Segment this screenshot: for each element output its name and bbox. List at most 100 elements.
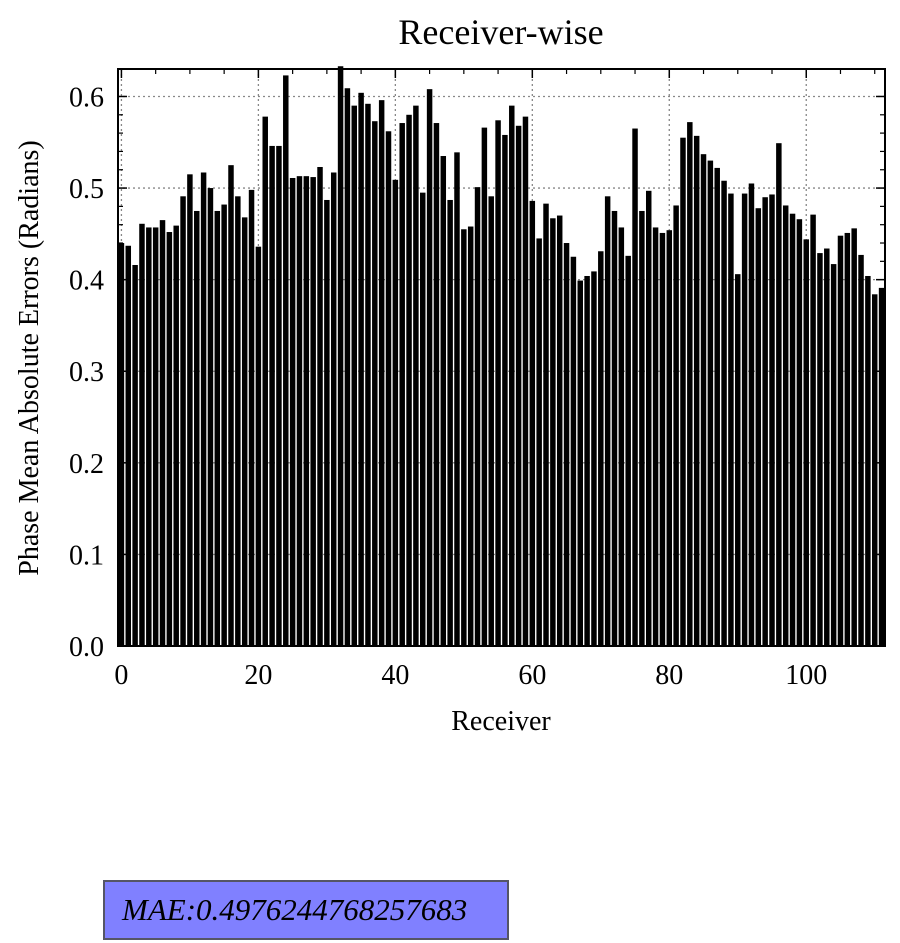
bar — [618, 227, 625, 646]
x-tick-label: 0 — [114, 660, 128, 691]
bar — [241, 217, 248, 646]
y-tick-label: 0.0 — [69, 632, 104, 663]
bar — [385, 131, 392, 646]
bar — [461, 229, 467, 646]
bar-chart: Receiver-wise Phase Mean Absolute Errors… — [14, 12, 886, 737]
bar — [228, 165, 234, 646]
bar — [392, 179, 399, 647]
x-tick-label: 60 — [518, 660, 546, 691]
bar — [406, 114, 412, 647]
bar — [262, 116, 268, 647]
bar — [659, 232, 666, 646]
bar — [365, 103, 371, 647]
bar — [194, 210, 200, 646]
bar — [372, 121, 378, 646]
bar — [817, 253, 823, 647]
bar — [200, 172, 207, 646]
bar — [303, 176, 310, 646]
bar — [146, 227, 152, 646]
bar — [611, 210, 618, 646]
bar — [577, 280, 583, 646]
bar — [824, 248, 830, 646]
bar — [522, 116, 529, 647]
chart-title: Receiver-wise — [398, 12, 603, 52]
bar — [399, 123, 405, 647]
bar — [570, 256, 577, 646]
bar — [625, 255, 631, 647]
bar — [693, 135, 700, 646]
bar — [762, 197, 768, 646]
bar — [529, 200, 536, 646]
bar — [728, 193, 734, 647]
bar — [721, 180, 727, 646]
bar — [652, 227, 659, 646]
bar — [488, 196, 494, 647]
bar — [166, 232, 173, 646]
bar — [782, 205, 789, 646]
bar — [207, 188, 214, 647]
bar — [337, 66, 344, 646]
bar — [289, 177, 296, 646]
x-tick-label: 40 — [381, 660, 409, 691]
y-tick-label: 0.2 — [69, 449, 104, 480]
x-tick-label: 20 — [244, 660, 272, 691]
bar — [803, 239, 809, 646]
x-axis-label: Receiver — [451, 706, 551, 737]
axis-ticks: 0 20 40 60 80 100 0.0 0.1 0.2 0.3 0.4 0.5 0.6 — [69, 69, 885, 691]
bar — [748, 183, 755, 646]
bar — [598, 251, 604, 646]
bar — [276, 145, 282, 646]
bar — [351, 105, 358, 647]
bar — [810, 214, 816, 646]
bar — [495, 120, 501, 647]
bar — [214, 210, 221, 646]
y-tick-label: 0.5 — [69, 174, 104, 205]
y-tick-label: 0.6 — [69, 82, 104, 113]
bar — [632, 128, 638, 647]
bar — [584, 275, 590, 646]
bar — [330, 172, 337, 646]
bar — [187, 174, 193, 647]
bar — [447, 199, 453, 646]
bar — [454, 152, 460, 646]
bar — [139, 223, 145, 647]
plot-frame — [117, 68, 886, 647]
bar — [604, 196, 611, 647]
bar — [755, 208, 762, 646]
bar — [700, 154, 707, 646]
bar — [543, 203, 549, 646]
bar — [173, 225, 179, 646]
x-tick-label: 100 — [785, 660, 827, 691]
y-tick-label: 0.1 — [69, 540, 104, 571]
bar — [159, 220, 166, 646]
bar — [769, 194, 775, 646]
bar — [296, 176, 303, 646]
bar — [180, 196, 186, 647]
bar — [248, 189, 255, 646]
x-tick-label: 80 — [655, 660, 683, 691]
bar — [789, 213, 796, 646]
bar — [502, 134, 508, 646]
bar — [741, 193, 748, 647]
mae-annotation-box: MAE:0.4976244768257683 — [103, 880, 509, 940]
bar — [830, 264, 837, 646]
bar — [344, 88, 351, 646]
mae-annotation-text: MAE:0.4976244768257683 — [122, 892, 468, 927]
bar — [433, 123, 440, 647]
y-axis-label: Phase Mean Absolute Errors (Radians) — [14, 140, 45, 575]
bar — [687, 122, 693, 647]
bar — [680, 137, 686, 646]
bar — [235, 196, 241, 647]
bar — [865, 275, 871, 646]
bar — [556, 215, 563, 647]
bar — [474, 187, 481, 646]
bar — [269, 145, 275, 646]
y-tick-label: 0.3 — [69, 357, 104, 388]
bar — [536, 238, 542, 646]
bar — [283, 75, 289, 646]
bar — [714, 167, 720, 646]
bar — [420, 192, 426, 646]
bar — [851, 228, 857, 646]
bar — [666, 230, 673, 646]
bar — [871, 294, 878, 646]
